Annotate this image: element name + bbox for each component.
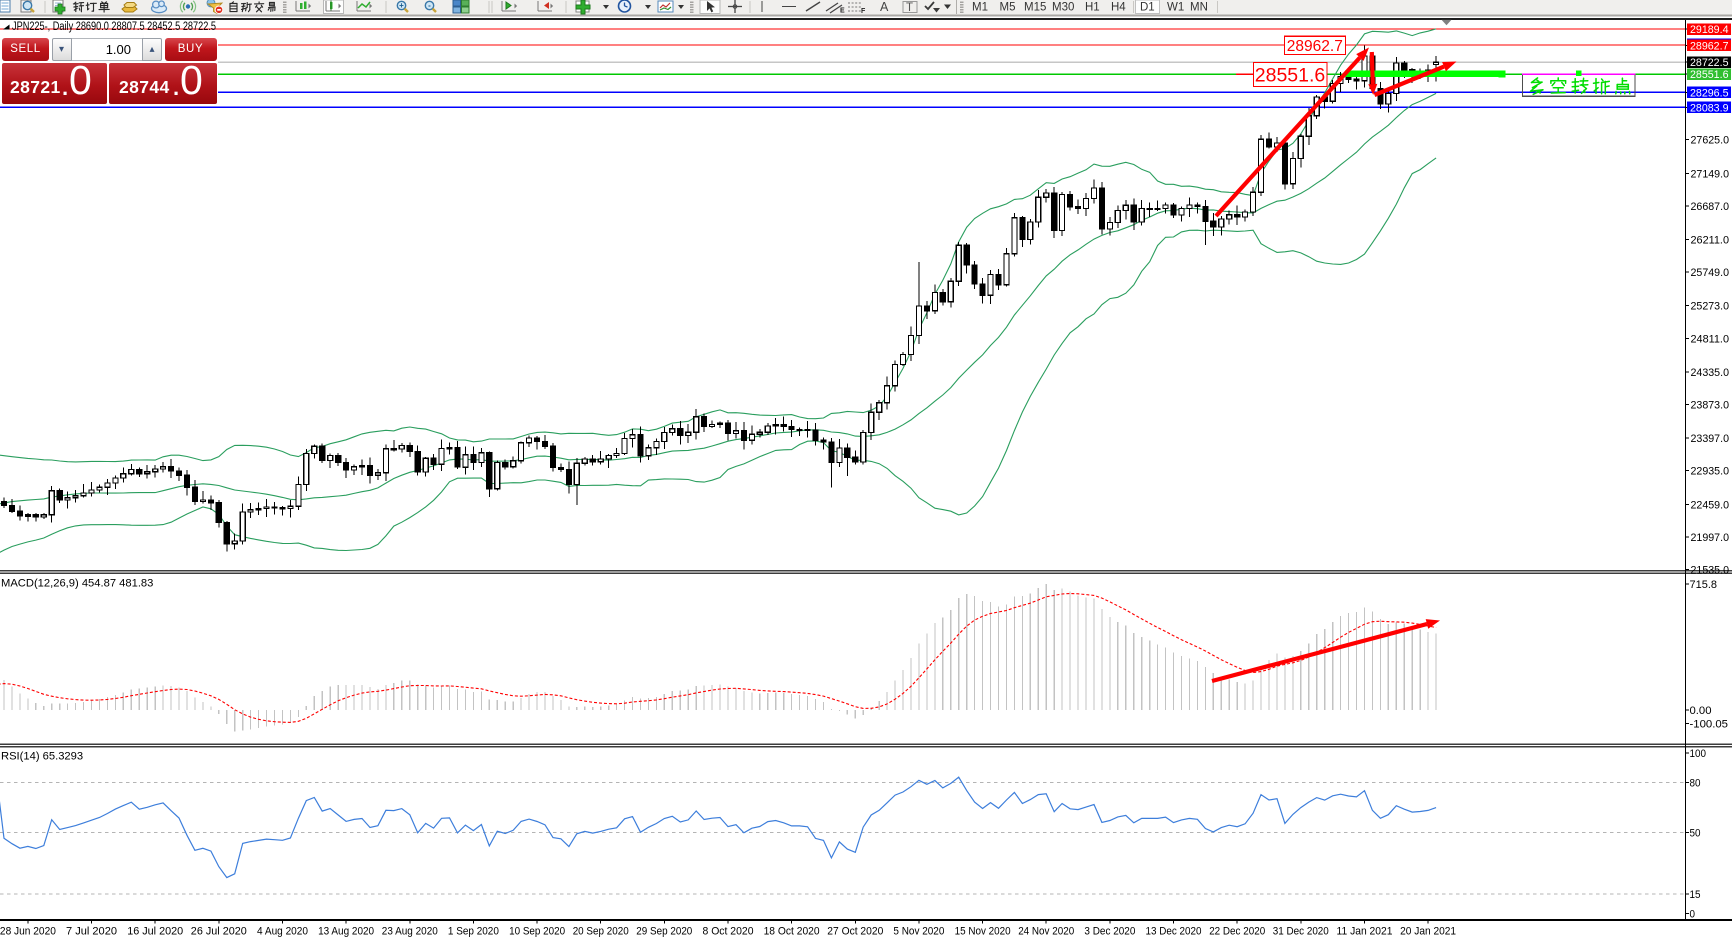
svg-text:29 Sep 2020: 29 Sep 2020 xyxy=(636,926,692,938)
svg-text:22 Dec 2020: 22 Dec 2020 xyxy=(1209,926,1265,938)
svg-text:29189.4: 29189.4 xyxy=(1690,24,1729,36)
svg-text:25749.0: 25749.0 xyxy=(1691,267,1730,279)
svg-text:E: E xyxy=(840,8,845,15)
svg-text:15: 15 xyxy=(1690,889,1701,901)
svg-text:4 Aug 2020: 4 Aug 2020 xyxy=(257,926,308,938)
svg-text:M30: M30 xyxy=(1052,2,1074,14)
svg-text:H4: H4 xyxy=(1111,2,1126,14)
svg-text:24 Nov 2020: 24 Nov 2020 xyxy=(1018,926,1074,938)
svg-text:D1: D1 xyxy=(1140,2,1155,14)
svg-text:23397.0: 23397.0 xyxy=(1691,433,1730,445)
svg-text:28551.6: 28551.6 xyxy=(1255,65,1326,87)
svg-text:H1: H1 xyxy=(1085,2,1100,14)
svg-text:-100.05: -100.05 xyxy=(1690,719,1729,731)
svg-text:27149.0: 27149.0 xyxy=(1691,168,1730,180)
svg-text:M5: M5 xyxy=(1000,2,1016,14)
svg-text:10 Sep 2020: 10 Sep 2020 xyxy=(509,926,565,938)
svg-text:16 Jul 2020: 16 Jul 2020 xyxy=(127,926,183,938)
svg-text:28962.7: 28962.7 xyxy=(1287,38,1343,55)
svg-text:26687.0: 26687.0 xyxy=(1691,201,1730,213)
svg-text:26 Jul 2020: 26 Jul 2020 xyxy=(191,926,247,938)
svg-text:+: + xyxy=(399,1,404,10)
svg-text:21997.0: 21997.0 xyxy=(1691,532,1730,544)
svg-text:M15: M15 xyxy=(1024,2,1046,14)
svg-text:80: 80 xyxy=(1690,777,1701,789)
svg-text:22935.0: 22935.0 xyxy=(1691,466,1730,478)
svg-text:715.8: 715.8 xyxy=(1690,579,1718,591)
svg-text:3 Dec 2020: 3 Dec 2020 xyxy=(1084,926,1135,938)
svg-text:31 Dec 2020: 31 Dec 2020 xyxy=(1273,926,1329,938)
svg-text:28083.9: 28083.9 xyxy=(1690,102,1729,114)
svg-text:28722.5: 28722.5 xyxy=(1690,57,1729,69)
svg-text:23 Aug 2020: 23 Aug 2020 xyxy=(382,926,438,938)
svg-text:18 Oct 2020: 18 Oct 2020 xyxy=(764,926,820,938)
svg-text:W1: W1 xyxy=(1167,2,1184,14)
svg-text:M1: M1 xyxy=(972,2,988,14)
svg-text:MN: MN xyxy=(1190,2,1208,14)
svg-text:28551.6: 28551.6 xyxy=(1690,69,1729,81)
svg-text:13 Aug 2020: 13 Aug 2020 xyxy=(318,926,374,938)
svg-text:15 Nov 2020: 15 Nov 2020 xyxy=(955,926,1011,938)
svg-text:-: - xyxy=(428,1,431,10)
svg-text:0.00: 0.00 xyxy=(1690,705,1712,717)
svg-text:24811.0: 24811.0 xyxy=(1691,333,1730,345)
svg-text:100: 100 xyxy=(1690,748,1707,760)
svg-text:23873.0: 23873.0 xyxy=(1691,400,1730,412)
svg-text:27625.0: 27625.0 xyxy=(1691,135,1730,147)
svg-text:13 Dec 2020: 13 Dec 2020 xyxy=(1146,926,1202,938)
svg-text:5 Nov 2020: 5 Nov 2020 xyxy=(893,926,944,938)
svg-text:22459.0: 22459.0 xyxy=(1691,499,1730,511)
svg-text:RSI(14) 65.3293: RSI(14) 65.3293 xyxy=(1,751,83,763)
svg-text:20 Jan 2021: 20 Jan 2021 xyxy=(1400,926,1456,938)
svg-text:0: 0 xyxy=(1690,909,1696,921)
svg-text:50: 50 xyxy=(1690,828,1701,840)
svg-text:T: T xyxy=(906,2,913,14)
svg-text:7 Jul 2020: 7 Jul 2020 xyxy=(66,926,117,938)
svg-text:A: A xyxy=(880,0,889,14)
svg-text:26211.0: 26211.0 xyxy=(1691,235,1730,247)
svg-text:8 Oct 2020: 8 Oct 2020 xyxy=(703,926,754,938)
svg-text:28 Jun 2020: 28 Jun 2020 xyxy=(0,926,56,938)
svg-text:28962.7: 28962.7 xyxy=(1690,40,1729,52)
svg-text:21535.0: 21535.0 xyxy=(1691,565,1730,577)
svg-text:JPN225-, Daily 28690.0 28807.: JPN225-, Daily 28690.0 28807.5 28452.5 2… xyxy=(12,21,216,33)
svg-text:11 Jan 2021: 11 Jan 2021 xyxy=(1337,926,1393,938)
svg-text:F: F xyxy=(861,8,866,15)
svg-text:27 Oct 2020: 27 Oct 2020 xyxy=(827,926,883,938)
svg-text:20 Sep 2020: 20 Sep 2020 xyxy=(573,926,629,938)
svg-text:24335.0: 24335.0 xyxy=(1691,367,1730,379)
svg-text:1 Sep 2020: 1 Sep 2020 xyxy=(448,926,499,938)
svg-text:MACD(12,26,9) 454.87 481.83: MACD(12,26,9) 454.87 481.83 xyxy=(1,578,153,590)
svg-text:25273.0: 25273.0 xyxy=(1691,301,1730,313)
svg-text:28296.5: 28296.5 xyxy=(1690,87,1729,99)
